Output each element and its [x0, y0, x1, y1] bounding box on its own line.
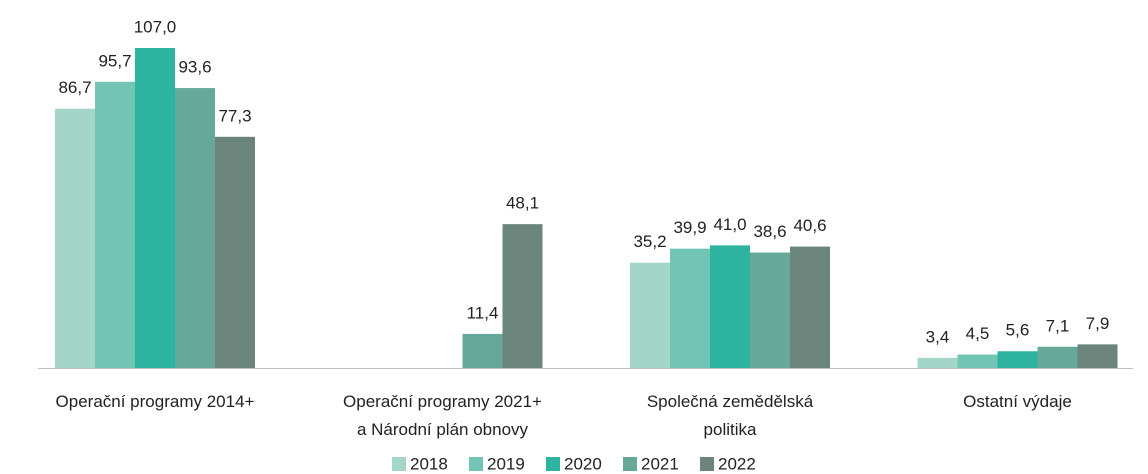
data-label: 7,1: [1046, 316, 1070, 335]
bar: [790, 246, 830, 368]
data-label: 38,6: [753, 222, 786, 241]
bar: [670, 248, 710, 368]
legend-label: 2018: [410, 454, 448, 473]
legend-label: 2022: [718, 454, 756, 473]
data-label: 40,6: [793, 216, 826, 235]
bar: [55, 108, 95, 369]
data-label: 93,6: [178, 58, 211, 77]
bar: [215, 136, 255, 368]
data-label: 77,3: [218, 106, 251, 125]
data-label: 86,7: [58, 78, 91, 97]
data-label: 11,4: [467, 303, 499, 322]
legend-swatch: [700, 457, 714, 471]
bar: [630, 262, 670, 368]
data-label: 7,9: [1086, 314, 1110, 333]
bar: [1077, 344, 1118, 368]
legend-swatch: [392, 457, 406, 471]
legend-swatch: [469, 457, 483, 471]
bar: [997, 351, 1038, 368]
data-label: 48,1: [506, 194, 539, 213]
legend-label: 2021: [641, 454, 679, 473]
x-tick-label: Operační programy 2021+ a Národní plán o…: [343, 392, 542, 439]
legend-swatch: [623, 457, 637, 471]
data-label: 39,9: [673, 218, 706, 237]
bar: [175, 88, 215, 368]
bar: [710, 245, 750, 368]
data-label: 41,0: [713, 215, 746, 234]
x-tick-label: Ostatní výdaje: [963, 392, 1072, 411]
data-label: 35,2: [633, 232, 666, 251]
bar: [917, 357, 958, 368]
bar: [135, 48, 175, 368]
legend-label: 2019: [487, 454, 525, 473]
data-label: 4,5: [966, 324, 990, 343]
data-label: 95,7: [98, 51, 131, 70]
data-label: 107,0: [134, 17, 177, 36]
bar: [502, 224, 543, 368]
data-label: 5,6: [1006, 321, 1030, 340]
bar: [750, 252, 790, 368]
x-tick-label: Společná zemědělská politika: [646, 392, 814, 439]
bar: [462, 333, 503, 368]
legend-label: 2020: [564, 454, 602, 473]
data-label: 3,4: [926, 327, 950, 346]
bar: [95, 81, 135, 368]
bar: [957, 354, 998, 368]
legend-swatch: [546, 457, 560, 471]
x-tick-label: Operační programy 2014+: [55, 392, 255, 411]
bar: [1037, 346, 1078, 368]
